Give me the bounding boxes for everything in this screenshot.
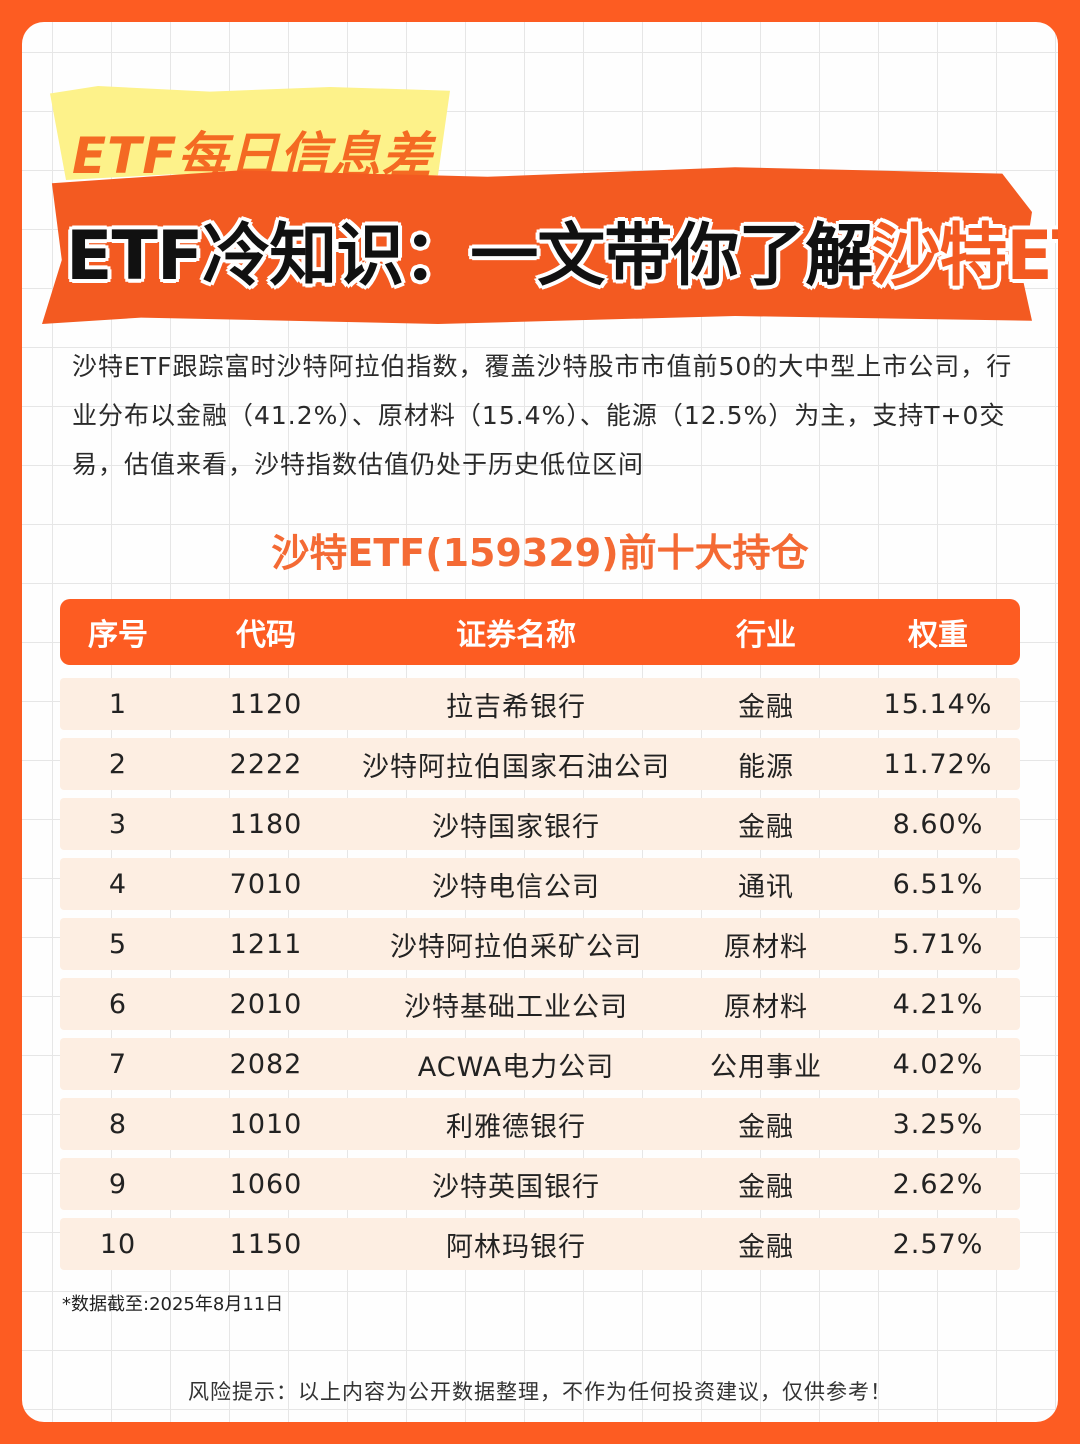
table-row: 9 1060 沙特英国银行 金融 2.62% [60,1158,1020,1210]
title-banner [42,167,1032,324]
cell-weight: 8.60% [892,808,984,840]
cell-industry: 原材料 [724,931,808,963]
table-row: 8 1010 利雅德银行 金融 3.25% [60,1098,1020,1150]
cell-name: 沙特阿拉伯采矿公司 [390,931,642,963]
cell-index: 1 [108,688,128,720]
cell-weight: 3.25% [892,1108,984,1140]
tag-highlight [50,86,450,180]
cell-code: 1060 [229,1168,303,1200]
cell-index: 4 [108,868,128,900]
cell-weight: 4.21% [892,988,984,1020]
table-row: 2 2222 沙特阿拉伯国家石油公司 能源 11.72% [60,738,1020,790]
cell-code: 1211 [229,928,303,960]
cell-industry: 原材料 [724,991,808,1023]
cell-name: 沙特国家银行 [432,811,600,843]
cell-index: 2 [108,748,128,780]
cell-index: 3 [108,808,128,840]
cell-name: 沙特电信公司 [432,871,600,903]
header-code: 代码 [236,618,296,653]
intro-paragraph: 沙特ETF跟踪富时沙特阿拉伯指数，覆盖沙特股市市值前50的大中型上市公司，行业分… [72,352,1013,479]
cell-name: 沙特基础工业公司 [404,991,628,1023]
cell-industry: 金融 [738,1111,794,1143]
cell-name: 阿林玛银行 [446,1231,586,1263]
cell-weight: 5.71% [892,928,984,960]
header-index: 序号 [88,618,148,653]
cell-name: 沙特阿拉伯国家石油公司 [362,751,670,783]
cell-index: 6 [108,988,128,1020]
table-row: 3 1180 沙特国家银行 金融 8.60% [60,798,1020,850]
cell-industry: 能源 [738,751,794,783]
cell-industry: 金融 [738,1231,794,1263]
data-date-footnote: *数据截至:2025年8月11日 [62,1294,284,1315]
cell-index: 10 [99,1228,137,1260]
cell-code: 1150 [229,1228,303,1260]
cell-industry: 金融 [738,691,794,723]
header-name: 证券名称 [456,618,576,653]
cell-weight: 11.72% [883,748,993,780]
cell-weight: 2.62% [892,1168,984,1200]
table-row: 10 1150 阿林玛银行 金融 2.57% [60,1218,1020,1270]
cell-code: 7010 [229,868,303,900]
cell-code: 2082 [229,1048,303,1080]
cell-index: 7 [108,1048,128,1080]
cell-industry: 金融 [738,1171,794,1203]
cell-index: 8 [108,1108,128,1140]
title-prefix: ETF冷知识：一文带你了解 [66,217,873,296]
page-title: ETF冷知识：一文带你了解沙特ETF [66,200,1058,300]
table-row: 1 1120 拉吉希银行 金融 15.14% [60,678,1020,730]
cell-code: 1180 [229,808,303,840]
header-weight: 权重 [908,618,968,653]
table-header: 序号 代码 证券名称 行业 权重 [60,599,1020,665]
cell-weight: 4.02% [892,1048,984,1080]
cell-index: 5 [108,928,128,960]
cell-code: 2010 [229,988,303,1020]
cell-index: 9 [108,1168,128,1200]
table-row: 5 1211 沙特阿拉伯采矿公司 原材料 5.71% [60,918,1020,970]
cell-name: ACWA电力公司 [417,1051,615,1083]
cell-code: 1010 [229,1108,303,1140]
title-highlight: 沙特ETF [872,217,1058,296]
cell-code: 1120 [229,688,303,720]
risk-disclaimer: 风险提示：以上内容为公开数据整理，不作为任何投资建议，仅供参考！ [188,1380,892,1404]
holdings-table-body: 1 1120 拉吉希银行 金融 15.14% 2 2222 沙特阿拉伯国家石油公… [60,678,1020,1278]
table-row: 6 2010 沙特基础工业公司 原材料 4.21% [60,978,1020,1030]
table-row: 7 2082 ACWA电力公司 公用事业 4.02% [60,1038,1020,1090]
cell-weight: 2.57% [892,1228,984,1260]
cell-industry: 通讯 [738,871,794,903]
table-row: 4 7010 沙特电信公司 通讯 6.51% [60,858,1020,910]
cell-weight: 6.51% [892,868,984,900]
table-title: 沙特ETF(159329)前十大持仓 [271,531,809,575]
cell-name: 利雅德银行 [446,1111,586,1143]
header-industry: 行业 [736,618,796,653]
cell-industry: 公用事业 [710,1051,822,1083]
cell-code: 2222 [229,748,303,780]
poster-card: ETF每日信息差 ETF冷知识：一文带你了解沙特ETF 沙特ETF跟踪富时沙特阿… [22,22,1058,1422]
cell-weight: 15.14% [883,688,993,720]
cell-name: 拉吉希银行 [446,691,586,723]
cell-name: 沙特英国银行 [432,1171,600,1203]
cell-industry: 金融 [738,811,794,843]
